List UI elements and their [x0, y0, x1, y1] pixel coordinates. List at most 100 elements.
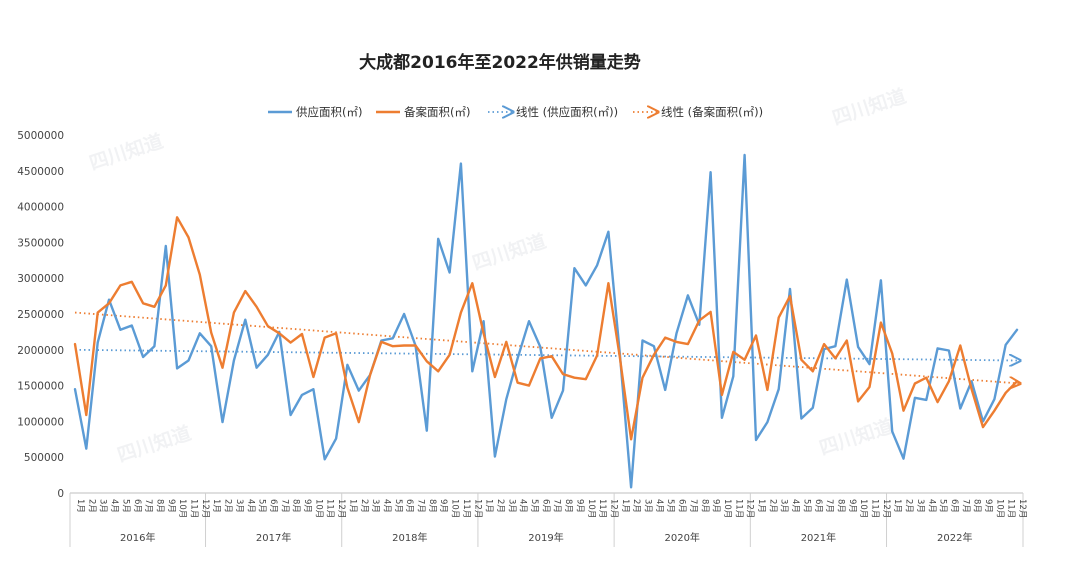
- month-tick-label: 12月: [1017, 499, 1027, 518]
- series-lines: [73, 153, 1019, 489]
- month-tick-label: 3月: [779, 499, 789, 513]
- month-tick-label: 5月: [938, 499, 948, 513]
- month-tick-label: 5月: [529, 499, 539, 513]
- month-tick-label: 2月: [904, 499, 914, 513]
- series-line-1: [73, 153, 1019, 489]
- y-axis: 0 500000 1000000 1500000 2000000 2500000 30000…: [17, 130, 64, 500]
- month-tick-label: 5月: [393, 499, 403, 513]
- month-tick-label: 8月: [972, 499, 982, 513]
- month-tick-label: 8月: [699, 499, 709, 513]
- month-tick-label: 7月: [416, 499, 426, 513]
- month-tick-label: 10月: [586, 499, 596, 518]
- month-tick-label: 6月: [540, 499, 550, 513]
- month-tick-label: 5月: [120, 499, 130, 513]
- y-tick-label: 0: [57, 488, 64, 500]
- year-tick-label: 2017年: [256, 531, 291, 544]
- month-tick-label: 2月: [631, 499, 641, 513]
- month-tick-label: 2月: [359, 499, 369, 513]
- month-tick-label: 9月: [302, 499, 312, 513]
- year-tick-label: 2019年: [528, 531, 563, 544]
- month-tick-label: 12月: [745, 499, 755, 518]
- month-tick-label: 10月: [177, 499, 187, 518]
- month-tick-label: 1月: [756, 499, 766, 513]
- month-tick-label: 6月: [949, 499, 959, 513]
- month-tick-label: 6月: [268, 499, 278, 513]
- month-tick-label: 10月: [858, 499, 868, 518]
- month-tick-label: 11月: [733, 499, 743, 518]
- month-tick-label: 4月: [109, 499, 119, 513]
- watermark-text: 四川知道: [469, 229, 548, 274]
- month-tick-label: 8月: [154, 499, 164, 513]
- month-tick-label: 6月: [677, 499, 687, 513]
- month-tick-label: 5月: [665, 499, 675, 513]
- month-tick-label: 1月: [892, 499, 902, 513]
- watermark-text: 四川知道: [816, 414, 895, 459]
- month-tick-label: 9月: [983, 499, 993, 513]
- month-tick-label: 6月: [132, 499, 142, 513]
- year-tick-label: 2022年: [937, 531, 972, 544]
- month-tick-label: 10月: [313, 499, 323, 518]
- month-tick-label: 3月: [234, 499, 244, 513]
- month-tick-label: 11月: [597, 499, 607, 518]
- month-tick-label: 7月: [960, 499, 970, 513]
- month-tick-label: 6月: [404, 499, 414, 513]
- month-tick-label: 12月: [881, 499, 891, 518]
- month-tick-label: 4月: [654, 499, 664, 513]
- month-tick-label: 3月: [370, 499, 380, 513]
- y-tick-label: 4500000: [17, 166, 64, 178]
- month-tick-label: 11月: [325, 499, 335, 518]
- month-tick-label: 4月: [790, 499, 800, 513]
- month-tick-label: 9月: [438, 499, 448, 513]
- year-tick-label: 2016年: [120, 531, 155, 544]
- legend-label-1: 供应面积(㎡): [296, 105, 362, 119]
- legend-label-4: 线性 (备案面积(㎡)): [661, 105, 763, 119]
- y-tick-label: 1500000: [17, 381, 64, 393]
- month-tick-label: 3月: [506, 499, 516, 513]
- month-tick-label: 6月: [813, 499, 823, 513]
- y-tick-label: 2000000: [17, 345, 64, 357]
- month-tick-label: 3月: [643, 499, 653, 513]
- y-tick-label: 3000000: [17, 273, 64, 285]
- month-tick-label: 10月: [994, 499, 1004, 518]
- month-tick-label: 8月: [427, 499, 437, 513]
- month-tick-label: 1月: [620, 499, 630, 513]
- month-tick-label: 1月: [347, 499, 357, 513]
- month-tick-label: 10月: [722, 499, 732, 518]
- month-tick-label: 4月: [518, 499, 528, 513]
- year-tick-label: 2018年: [392, 531, 427, 544]
- y-tick-label: 5000000: [17, 130, 64, 142]
- chart-title: 大成都2016年至2022年供销量走势: [359, 53, 641, 73]
- month-tick-label: 7月: [824, 499, 834, 513]
- month-tick-label: 2月: [223, 499, 233, 513]
- month-tick-label: 8月: [291, 499, 301, 513]
- month-tick-label: 12月: [472, 499, 482, 518]
- month-tick-label: 2月: [86, 499, 96, 513]
- month-tick-label: 9月: [711, 499, 721, 513]
- legend-label-3: 线性 (供应面积(㎡)): [516, 105, 618, 119]
- month-tick-label: 12月: [200, 499, 210, 518]
- month-tick-label: 1月: [484, 499, 494, 513]
- month-tick-label: 11月: [1006, 499, 1016, 518]
- legend-label-2: 备案面积(㎡): [404, 105, 470, 119]
- month-tick-label: 2月: [767, 499, 777, 513]
- month-tick-label: 2月: [495, 499, 505, 513]
- y-tick-label: 1000000: [17, 416, 64, 428]
- month-tick-label: 9月: [166, 499, 176, 513]
- watermark-text: 四川知道: [829, 84, 908, 129]
- month-tick-label: 11月: [461, 499, 471, 518]
- series-line-2: [73, 216, 1019, 441]
- month-tick-label: 8月: [563, 499, 573, 513]
- month-tick-label: 10月: [450, 499, 460, 518]
- month-tick-label: 7月: [143, 499, 153, 513]
- month-tick-label: 3月: [915, 499, 925, 513]
- y-tick-label: 2500000: [17, 309, 64, 321]
- month-tick-label: 9月: [574, 499, 584, 513]
- y-tick-label: 4000000: [17, 202, 64, 214]
- month-tick-label: 8月: [835, 499, 845, 513]
- year-tick-label: 2021年: [801, 531, 836, 544]
- month-tick-label: 12月: [608, 499, 618, 518]
- month-tick-label: 12月: [336, 499, 346, 518]
- month-tick-label: 5月: [257, 499, 267, 513]
